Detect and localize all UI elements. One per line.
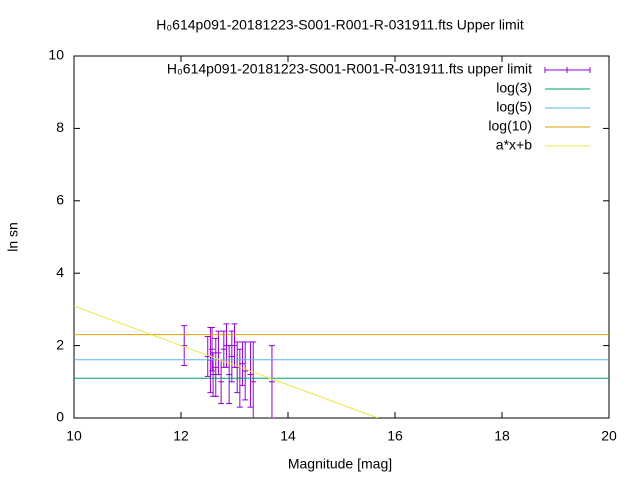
x-tick-label: 12 (173, 428, 189, 444)
y-tick-label: 0 (56, 409, 64, 425)
x-tick-label: 18 (494, 428, 510, 444)
legend-label: log(5) (496, 99, 532, 115)
error-bar (226, 345, 233, 405)
plot-area (74, 305, 609, 418)
error-bar (212, 337, 219, 397)
error-bar (231, 323, 238, 368)
x-tick-label: 16 (387, 428, 403, 444)
legend-label: log(10) (488, 118, 532, 134)
legend-label: log(3) (496, 80, 532, 96)
legend-label: a*x+b (496, 137, 532, 153)
error-bar (228, 330, 235, 383)
x-tick-label: 20 (601, 428, 617, 444)
error-bar (247, 341, 254, 408)
x-tick-label: 14 (280, 428, 296, 444)
chart-title: H₀614p091-20181223-S001-R001-R-031911.ft… (156, 17, 524, 33)
y-tick-label: 8 (56, 119, 64, 135)
line (74, 305, 379, 418)
error-bar (239, 341, 246, 386)
error-bar (215, 330, 222, 376)
x-tick-label: 10 (66, 428, 82, 444)
y-tick-label: 4 (56, 264, 64, 280)
plot-frame (73, 55, 610, 419)
error-bar (268, 345, 275, 418)
y-tick-label: 10 (48, 47, 64, 63)
y-tick-label: 2 (56, 336, 64, 352)
error-bar (242, 341, 249, 401)
error-bar (250, 341, 257, 418)
error-bar (218, 359, 225, 405)
legend-label: H₀614p091-20181223-S001-R001-R-031911.ft… (167, 61, 532, 77)
y-axis-label: ln sn (5, 222, 21, 252)
x-axis-label: Magnitude [mag] (288, 456, 392, 472)
y-tick-label: 6 (56, 192, 64, 208)
